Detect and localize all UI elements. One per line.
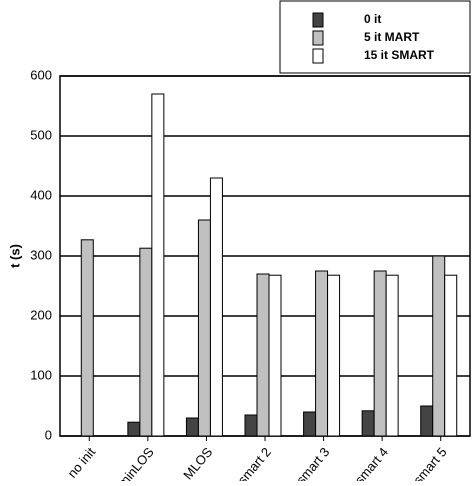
bar bbox=[185, 417, 199, 437]
x-tick-label: smart 3 bbox=[293, 444, 332, 481]
y-tick-label: 300 bbox=[30, 247, 52, 262]
bar bbox=[373, 270, 387, 437]
x-tick-label: minLOS bbox=[115, 444, 157, 481]
bar bbox=[244, 414, 258, 437]
bar bbox=[327, 274, 341, 437]
legend-label: 0 it bbox=[364, 12, 381, 26]
legend-swatch bbox=[312, 12, 324, 28]
y-tick-label: 600 bbox=[30, 67, 52, 82]
bar bbox=[139, 247, 153, 437]
bar bbox=[127, 421, 141, 437]
bar bbox=[256, 273, 270, 437]
y-tick-label: 500 bbox=[30, 127, 52, 142]
legend-swatch bbox=[312, 30, 324, 46]
bar bbox=[444, 274, 458, 437]
bar bbox=[303, 411, 317, 437]
bar bbox=[432, 255, 446, 437]
bar bbox=[420, 405, 434, 437]
bar bbox=[361, 410, 375, 437]
legend-box bbox=[279, 0, 471, 74]
bar bbox=[151, 93, 165, 437]
bar bbox=[268, 274, 282, 437]
x-tick-label: smart 2 bbox=[235, 444, 274, 481]
x-tick-label: smart 5 bbox=[410, 444, 449, 481]
bar bbox=[385, 274, 399, 437]
y-tick-label: 200 bbox=[30, 307, 52, 322]
x-tick-label: smart 4 bbox=[352, 444, 391, 481]
x-tick-label: MLOS bbox=[180, 444, 215, 481]
y-axis-label: t (s) bbox=[7, 244, 22, 268]
bar bbox=[197, 219, 211, 437]
legend-label: 15 it SMART bbox=[364, 48, 435, 62]
legend-swatch bbox=[312, 48, 324, 64]
bar bbox=[315, 270, 329, 437]
x-tick-label: no init bbox=[64, 444, 98, 481]
y-tick-label: 0 bbox=[45, 427, 52, 442]
legend-label: 5 it MART bbox=[364, 30, 420, 44]
y-tick-label: 400 bbox=[30, 187, 52, 202]
y-tick-label: 100 bbox=[30, 367, 52, 382]
bar bbox=[209, 177, 223, 437]
bar bbox=[80, 239, 94, 437]
